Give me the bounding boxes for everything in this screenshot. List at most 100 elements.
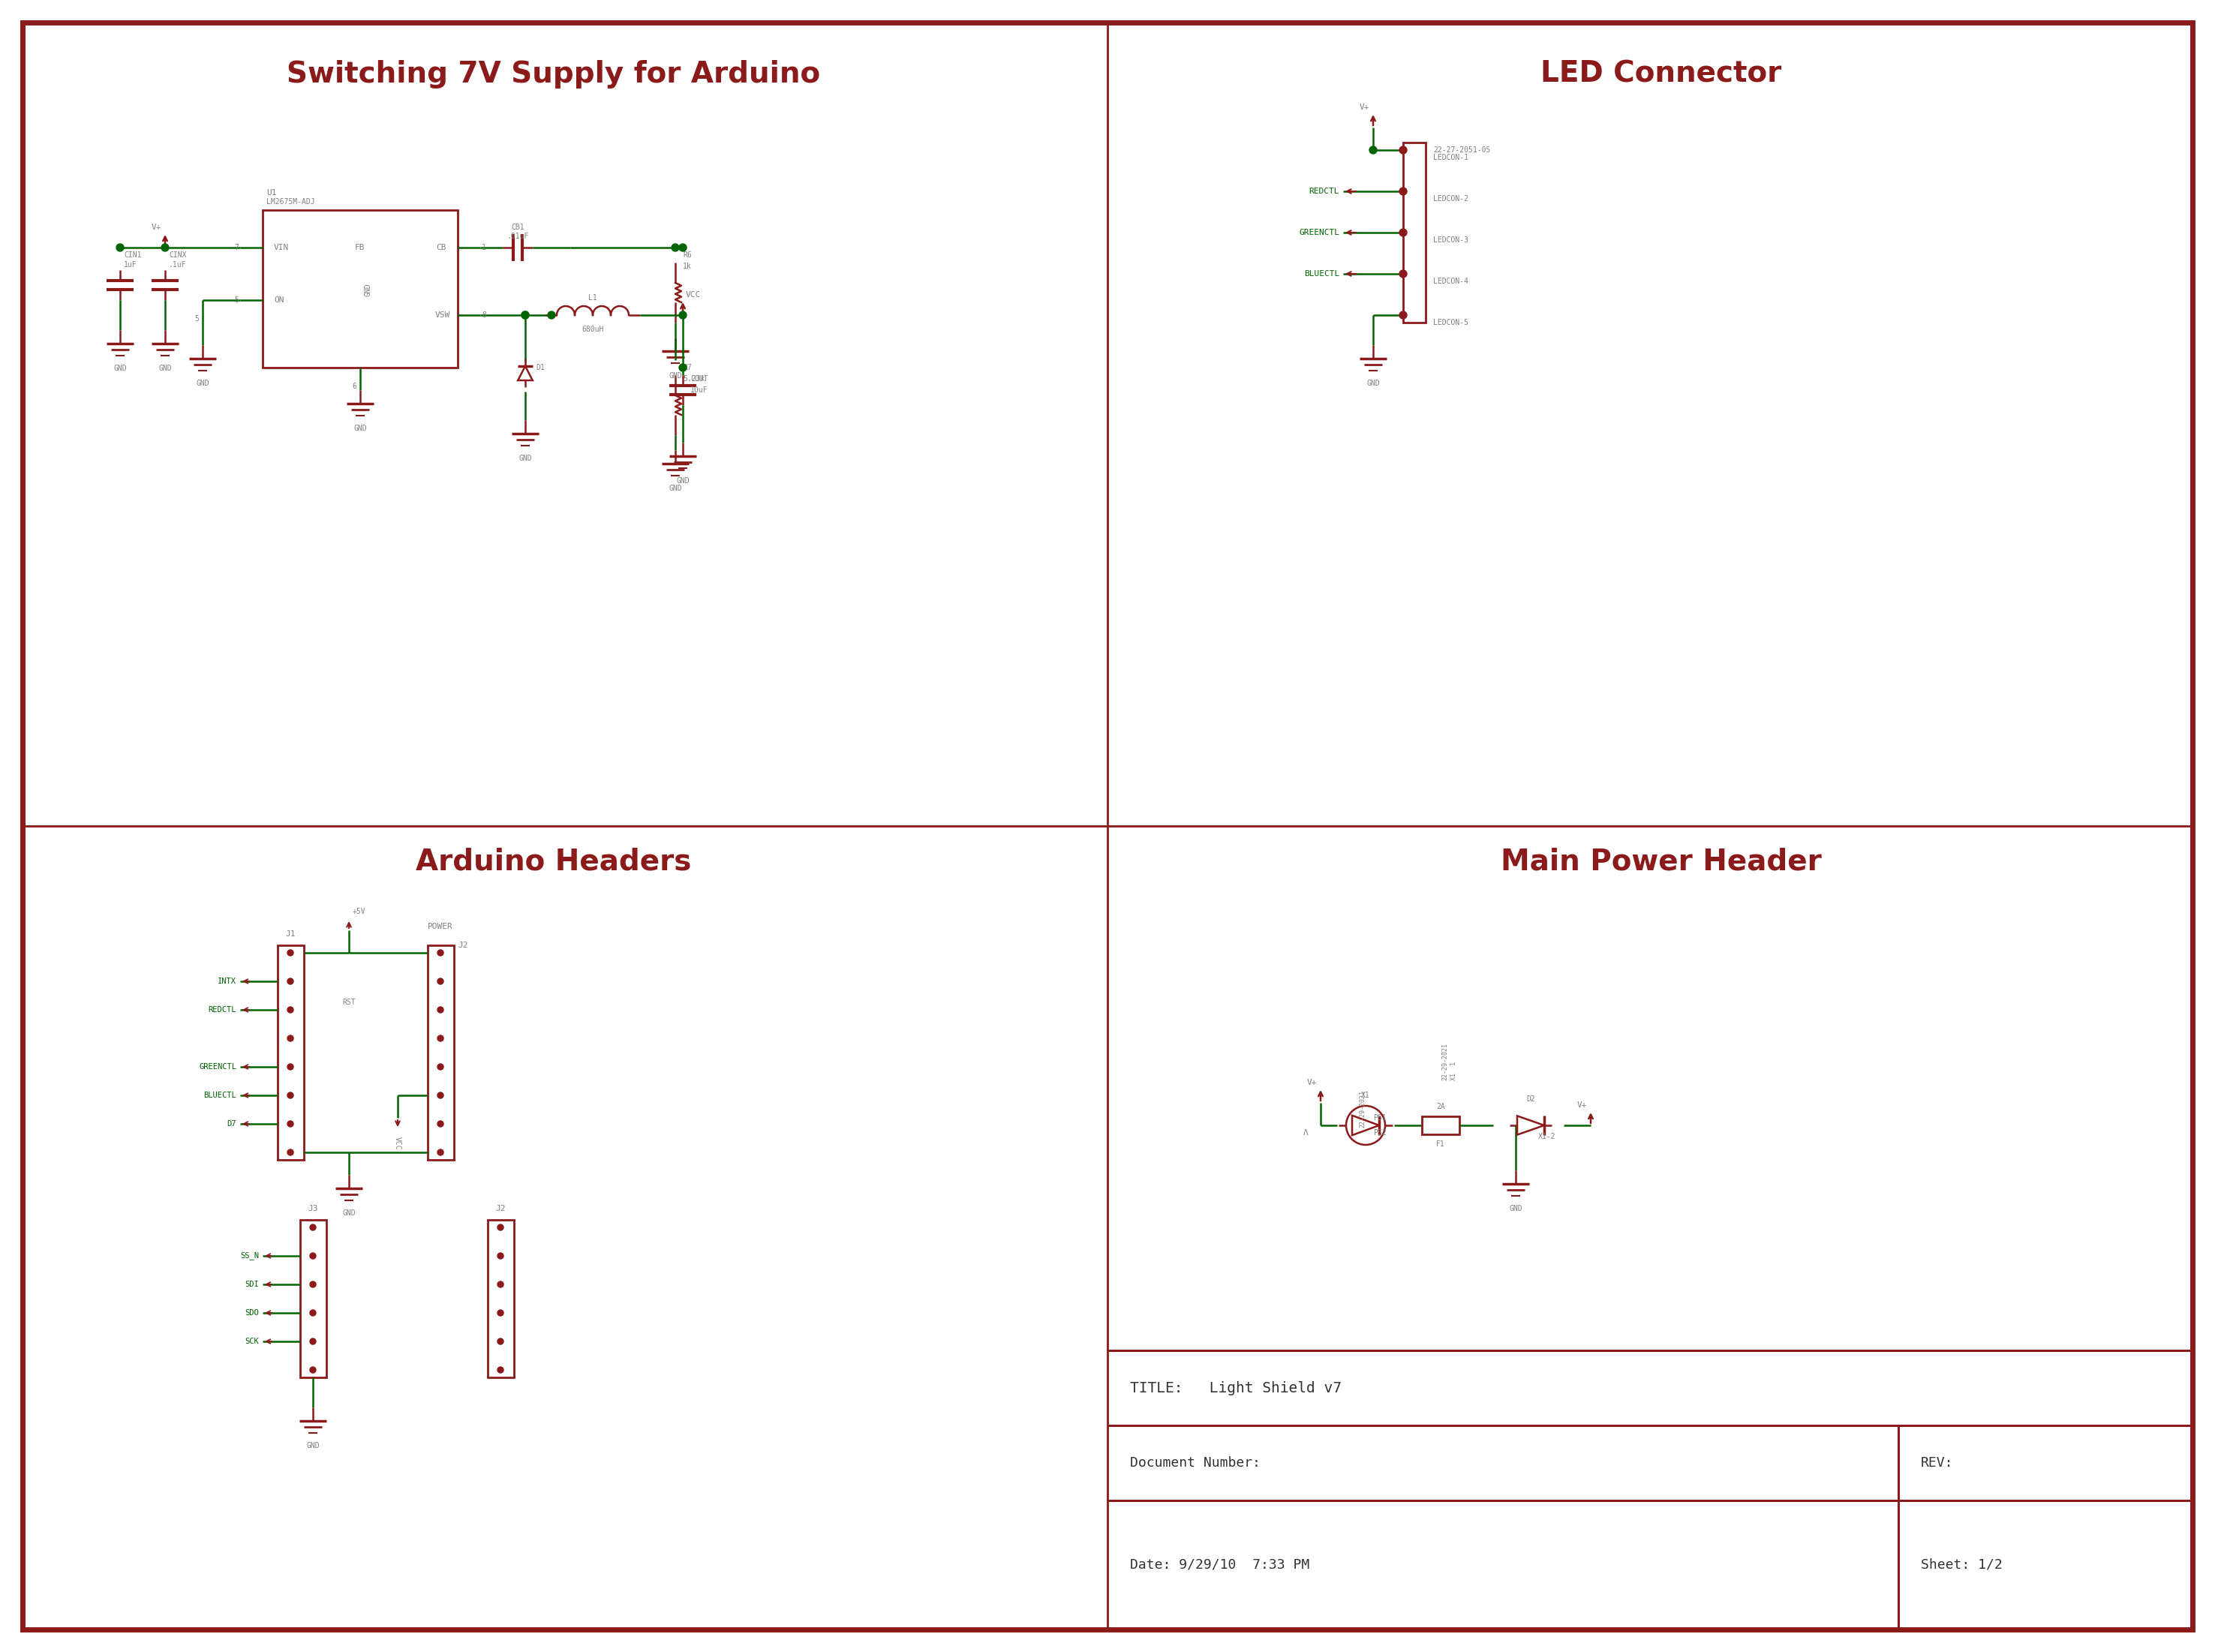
Circle shape bbox=[498, 1282, 503, 1287]
Text: R7: R7 bbox=[682, 363, 691, 372]
Text: GREENCTL: GREENCTL bbox=[1298, 230, 1340, 236]
Text: 5.23k: 5.23k bbox=[682, 375, 704, 383]
Text: GND: GND bbox=[343, 1209, 357, 1218]
Circle shape bbox=[288, 950, 292, 957]
Text: 5: 5 bbox=[235, 296, 239, 304]
Text: +5V: +5V bbox=[352, 909, 365, 915]
Circle shape bbox=[498, 1366, 503, 1373]
Text: LED Connector: LED Connector bbox=[1542, 59, 1781, 89]
Text: REV:: REV: bbox=[1920, 1455, 1954, 1470]
Text: POWER: POWER bbox=[427, 923, 454, 930]
Text: Document Number:: Document Number: bbox=[1130, 1455, 1260, 1470]
Text: J2: J2 bbox=[459, 942, 467, 948]
Circle shape bbox=[288, 1150, 292, 1155]
Text: VIN: VIN bbox=[275, 244, 290, 251]
Text: GREENCTL: GREENCTL bbox=[199, 1064, 237, 1070]
Bar bbox=[301, 1219, 326, 1378]
Text: REDCTL: REDCTL bbox=[208, 1006, 237, 1014]
Text: D2: D2 bbox=[1526, 1095, 1535, 1104]
Text: LEDCON-1: LEDCON-1 bbox=[1433, 154, 1469, 162]
Text: SCK: SCK bbox=[246, 1338, 259, 1345]
Text: 2A: 2A bbox=[1435, 1104, 1444, 1110]
Text: GND: GND bbox=[1367, 380, 1380, 387]
Text: V+: V+ bbox=[1577, 1102, 1586, 1108]
Text: VCC: VCC bbox=[394, 1137, 401, 1150]
Text: Main Power Header: Main Power Header bbox=[1502, 847, 1821, 876]
Circle shape bbox=[547, 311, 556, 319]
Text: GND: GND bbox=[113, 365, 126, 372]
Text: BLUECTL: BLUECTL bbox=[204, 1092, 237, 1099]
Text: LEDCON-3: LEDCON-3 bbox=[1433, 236, 1469, 244]
Text: 7: 7 bbox=[235, 244, 239, 251]
Text: GND: GND bbox=[669, 372, 682, 380]
Circle shape bbox=[498, 1310, 503, 1317]
Text: CB: CB bbox=[436, 244, 447, 251]
Bar bbox=[1402, 142, 1426, 322]
Text: J3: J3 bbox=[308, 1204, 319, 1213]
Text: BLUECTL: BLUECTL bbox=[1305, 269, 1340, 278]
Text: V+: V+ bbox=[1307, 1079, 1318, 1087]
Circle shape bbox=[498, 1338, 503, 1345]
Text: CB1: CB1 bbox=[512, 223, 525, 231]
Text: LEDCON-5: LEDCON-5 bbox=[1433, 319, 1469, 327]
Text: SS_N: SS_N bbox=[239, 1252, 259, 1260]
Circle shape bbox=[680, 311, 687, 319]
Circle shape bbox=[288, 1092, 292, 1099]
Text: R6: R6 bbox=[682, 251, 691, 259]
Text: GND: GND bbox=[159, 365, 173, 372]
Text: 1k: 1k bbox=[682, 263, 691, 269]
Text: CINX: CINX bbox=[168, 251, 186, 259]
Text: F1: F1 bbox=[1435, 1140, 1444, 1148]
Circle shape bbox=[671, 244, 680, 251]
Circle shape bbox=[498, 1224, 503, 1231]
Text: VSW: VSW bbox=[434, 311, 450, 319]
Text: X1-2: X1-2 bbox=[1537, 1133, 1555, 1140]
Circle shape bbox=[1369, 147, 1378, 154]
Text: GND: GND bbox=[1508, 1204, 1522, 1213]
Text: 1uF: 1uF bbox=[124, 261, 137, 269]
Text: GND: GND bbox=[676, 477, 689, 484]
Circle shape bbox=[1400, 147, 1407, 154]
Text: REDCTL: REDCTL bbox=[1309, 188, 1340, 195]
Circle shape bbox=[288, 1064, 292, 1070]
Text: 22-29-2021: 22-29-2021 bbox=[1358, 1090, 1367, 1128]
Circle shape bbox=[310, 1252, 317, 1259]
Text: 22-29-2021: 22-29-2021 bbox=[1442, 1042, 1449, 1080]
Text: 22-27-2051-05: 22-27-2051-05 bbox=[1433, 147, 1491, 154]
Circle shape bbox=[288, 978, 292, 985]
Circle shape bbox=[310, 1282, 317, 1287]
Text: GND: GND bbox=[354, 425, 368, 433]
Circle shape bbox=[288, 1120, 292, 1127]
Circle shape bbox=[436, 1120, 443, 1127]
Text: PS1: PS1 bbox=[1373, 1113, 1387, 1122]
Circle shape bbox=[436, 1006, 443, 1013]
Text: FB: FB bbox=[354, 244, 365, 251]
Circle shape bbox=[288, 1036, 292, 1041]
Text: RST: RST bbox=[343, 998, 357, 1006]
Text: GND: GND bbox=[363, 282, 372, 296]
Text: ON: ON bbox=[275, 296, 284, 304]
Text: L1: L1 bbox=[589, 294, 598, 302]
Text: J2: J2 bbox=[496, 1204, 505, 1213]
Circle shape bbox=[117, 244, 124, 251]
Circle shape bbox=[436, 1092, 443, 1099]
Circle shape bbox=[310, 1310, 317, 1317]
Circle shape bbox=[162, 244, 168, 251]
Text: Arduino Headers: Arduino Headers bbox=[416, 847, 691, 876]
Circle shape bbox=[310, 1338, 317, 1345]
Text: GND: GND bbox=[518, 454, 532, 463]
Text: .01uF: .01uF bbox=[507, 233, 529, 240]
Circle shape bbox=[1400, 311, 1407, 319]
Bar bbox=[277, 945, 303, 1160]
Text: Sheet: 1/2: Sheet: 1/2 bbox=[1920, 1558, 2002, 1571]
Text: V+: V+ bbox=[1360, 104, 1369, 111]
Text: 6: 6 bbox=[352, 383, 357, 390]
Bar bbox=[1422, 1117, 1460, 1135]
Text: GND: GND bbox=[195, 380, 208, 387]
Text: SDO: SDO bbox=[246, 1308, 259, 1317]
Bar bbox=[487, 1219, 514, 1378]
Text: U1: U1 bbox=[266, 188, 277, 197]
Circle shape bbox=[680, 244, 687, 251]
Text: V+: V+ bbox=[151, 223, 162, 231]
Bar bbox=[264, 210, 459, 368]
